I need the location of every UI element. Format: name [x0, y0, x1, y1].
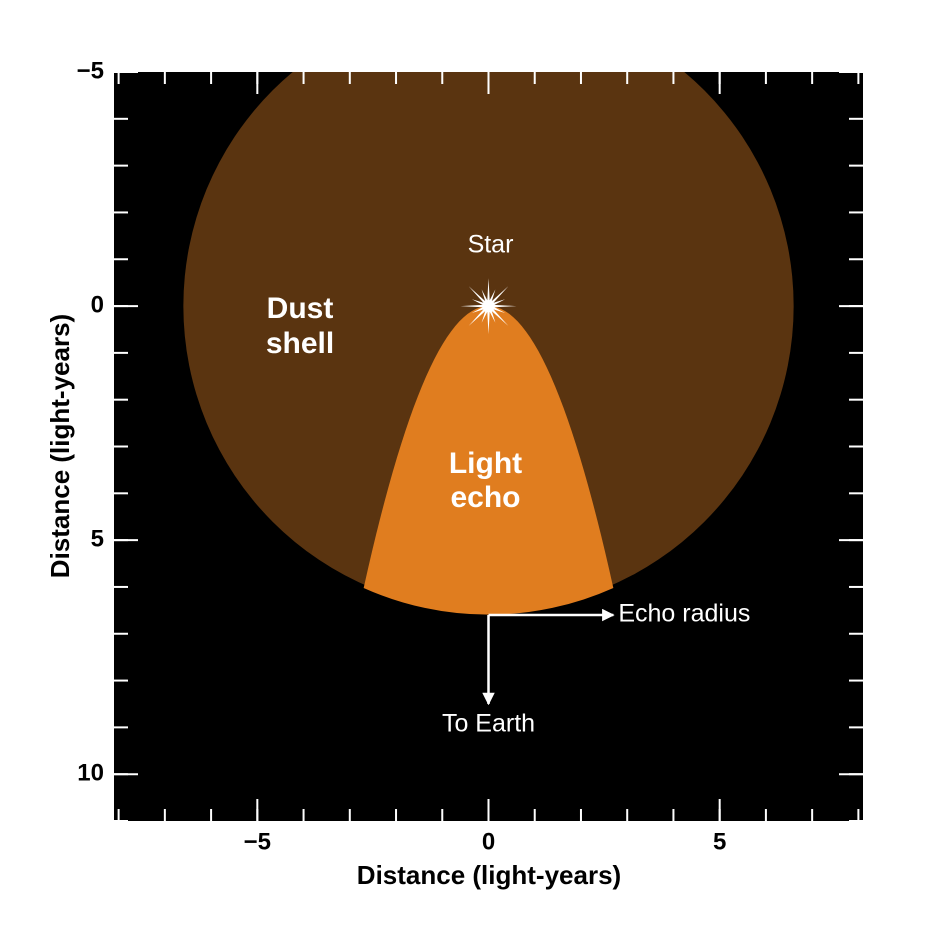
- star: [460, 278, 517, 335]
- y-tick-label: 0: [91, 291, 104, 318]
- x-tick-label: 0: [482, 828, 495, 855]
- y-axis-label: Distance (light-years): [45, 314, 75, 578]
- dust-shell-label: Dust: [267, 292, 334, 325]
- arrow-label: To Earth: [442, 710, 535, 738]
- star-label: Star: [468, 231, 514, 259]
- x-axis-label: Distance (light-years): [357, 860, 621, 890]
- x-tick-label: 5: [713, 828, 726, 855]
- arrow-label: Echo radius: [618, 600, 750, 628]
- y-tick-label: 10: [77, 760, 104, 787]
- light-echo-label: echo: [450, 481, 520, 514]
- plot-area: [183, 72, 794, 615]
- y-tick-label: 5: [91, 525, 104, 552]
- y-tick-label: −5: [77, 57, 104, 84]
- x-tick-label: −5: [244, 828, 271, 855]
- dust-shell-label: shell: [266, 327, 334, 360]
- light-echo: [363, 306, 614, 615]
- light-echo-label: Light: [449, 447, 522, 480]
